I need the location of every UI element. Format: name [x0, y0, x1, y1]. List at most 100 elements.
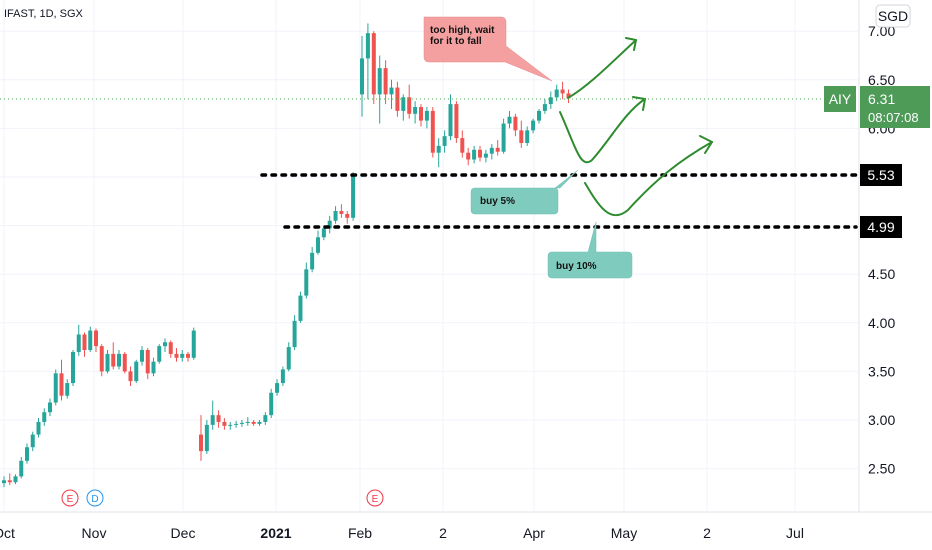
candle-body: [228, 424, 233, 426]
candle: [128, 366, 133, 386]
price-tick-label: 2.50: [868, 461, 895, 477]
candle: [65, 379, 70, 399]
candle: [204, 420, 209, 455]
candle: [59, 359, 64, 401]
candle-body: [537, 110, 541, 121]
forecast-arrow-deep-dip[interactable]: [584, 141, 713, 217]
candle-body: [216, 415, 221, 422]
candle-body: [460, 138, 465, 153]
forecast-arrow-deep-dip-head: [699, 135, 713, 154]
price-tick-label: 4.50: [868, 266, 895, 282]
candle-body: [554, 89, 559, 98]
candle-body: [365, 33, 370, 59]
forecast-arrow-up[interactable]: [567, 39, 637, 99]
candle-body: [151, 361, 156, 374]
time-tick-label: 2021: [260, 525, 291, 541]
candle-body: [145, 350, 150, 374]
candle-body: [377, 68, 382, 95]
price-tick-label: 6.50: [868, 72, 895, 88]
price-tag-code: AIY: [829, 91, 852, 107]
candle: [94, 328, 98, 352]
candle: [424, 107, 429, 129]
candle: [365, 23, 370, 100]
candle: [71, 350, 75, 386]
candle-body: [191, 330, 196, 358]
candle: [351, 172, 356, 221]
time-axis[interactable]: Oct Nov Dec 2021 Feb 2 Apr May 2 Jul: [0, 525, 804, 541]
candle: [304, 262, 309, 299]
candle: [117, 350, 121, 370]
candle: [448, 94, 453, 141]
note-too-high[interactable]: too high, wait for it to fall: [423, 16, 553, 82]
candle-body: [128, 371, 133, 382]
current-price-tag[interactable]: AIY 6.31 08:07:08: [824, 86, 930, 128]
earnings-marker-oct[interactable]: E: [61, 489, 79, 507]
candle-body: [351, 175, 356, 218]
candle-body: [489, 147, 494, 154]
candle: [333, 206, 338, 224]
candle: [191, 327, 196, 360]
candle: [513, 113, 518, 137]
candles: [2, 23, 571, 488]
candle: [216, 410, 221, 428]
candle-body: [430, 110, 435, 153]
candle: [88, 326, 93, 352]
candle: [174, 348, 179, 362]
candle-body: [88, 330, 93, 351]
candle-body: [360, 58, 364, 95]
level-tag-4-99-text: 4.99: [867, 219, 894, 235]
candle: [566, 89, 571, 104]
time-tick-label: Jul: [786, 525, 804, 541]
note-buy-10[interactable]: buy 10%: [547, 221, 633, 279]
candle: [53, 369, 58, 406]
candle: [275, 379, 280, 396]
candle-body: [424, 110, 429, 121]
earnings-marker-feb[interactable]: E: [366, 489, 384, 507]
candle-body: [71, 351, 75, 384]
level-tag-4-99[interactable]: 4.99: [860, 216, 902, 238]
candle: [292, 315, 297, 351]
price-tick-label: 4.00: [868, 315, 895, 331]
symbol-label[interactable]: IFAST, 1D, SGX: [4, 8, 84, 20]
candle: [36, 418, 41, 438]
currency-label: SGD: [878, 8, 908, 24]
candle-body: [548, 97, 553, 105]
note-buy-5-text: buy 5%: [480, 196, 515, 207]
candle-body: [263, 415, 268, 422]
candle-body: [117, 353, 121, 367]
candle: [2, 476, 6, 488]
note-buy-10-text: buy 10%: [556, 261, 597, 272]
candle: [48, 398, 52, 417]
candle: [327, 215, 332, 234]
candle-body: [180, 353, 185, 358]
candle-body: [371, 33, 376, 95]
candle: [483, 149, 488, 163]
forecast-arrow-dip[interactable]: [559, 98, 646, 164]
candle-body: [507, 116, 512, 124]
candle-body: [413, 107, 418, 114]
currency-badge[interactable]: SGD: [875, 4, 911, 28]
time-tick-label: 2: [439, 525, 447, 541]
candle: [42, 408, 47, 426]
candle: [360, 36, 364, 117]
candle-body: [280, 369, 285, 384]
candle: [140, 346, 144, 366]
candle-body: [2, 480, 6, 484]
level-tag-5-53[interactable]: 5.53: [860, 164, 902, 186]
dividend-marker-nov[interactable]: D: [86, 489, 104, 507]
candle-body: [472, 149, 477, 160]
candle: [525, 126, 530, 146]
candle: [245, 417, 250, 426]
candle-body: [42, 412, 47, 422]
note-buy-5[interactable]: buy 5%: [470, 169, 579, 215]
forecast-arrows[interactable]: [559, 37, 713, 217]
candle-body: [395, 87, 400, 111]
candle-body: [163, 342, 167, 347]
candle: [383, 60, 388, 105]
candle-body: [304, 269, 309, 296]
candle-body: [345, 213, 350, 218]
candle: [298, 291, 303, 323]
price-axis[interactable]: 2.503.003.504.004.506.006.507.00: [868, 23, 895, 476]
candle: [489, 143, 494, 160]
